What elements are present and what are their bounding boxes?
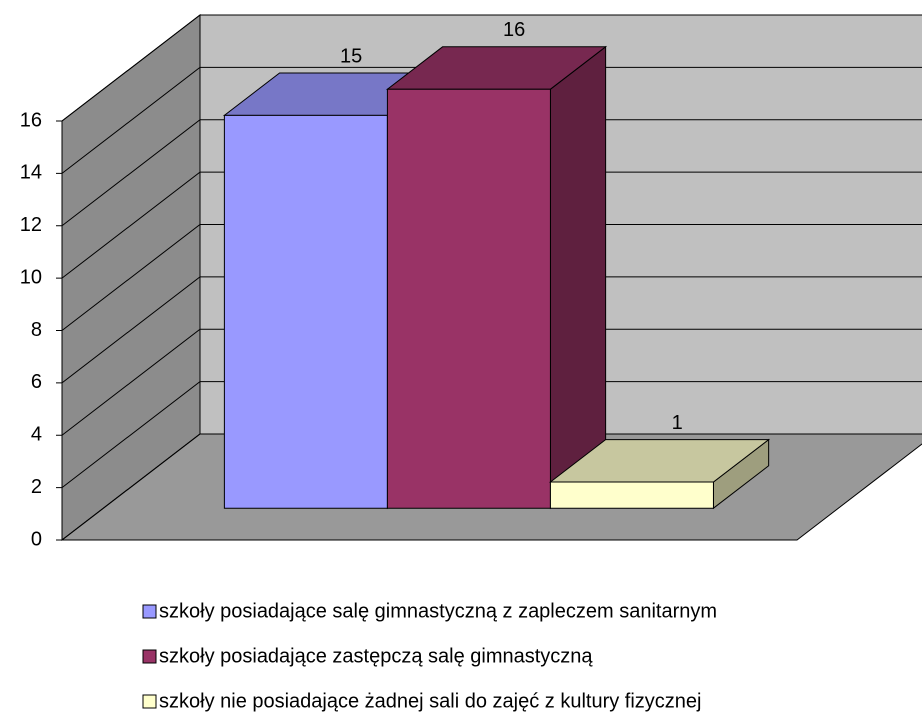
- value-label: 15: [340, 45, 362, 67]
- bar-front: [223, 114, 388, 509]
- bar-front: [386, 88, 551, 509]
- grid-line: [61, 433, 922, 541]
- bar: [548, 438, 771, 510]
- y-tick-label: 12: [20, 214, 42, 236]
- y-tick-label: 8: [31, 319, 42, 341]
- grid-line: [61, 14, 922, 122]
- y-tick-label: 10: [20, 266, 42, 288]
- legend-label: szkoły nie posiadające żadnej sali do za…: [159, 690, 702, 712]
- bar-side: [549, 45, 607, 510]
- y-tick-label: 16: [20, 109, 42, 131]
- grid-line: [61, 66, 922, 174]
- value-label: 1: [672, 412, 683, 434]
- grid-line: [61, 328, 922, 436]
- legend-label: szkoły posiadające zastępczą salę gimnas…: [159, 645, 593, 667]
- value-label: 16: [503, 19, 525, 41]
- grid-line: [61, 119, 922, 227]
- legend-swatch: [142, 604, 157, 619]
- y-tick-label: 0: [31, 528, 42, 550]
- grid-line: [61, 381, 922, 489]
- y-tick-label: 2: [31, 476, 42, 498]
- y-tick-label: 14: [20, 162, 42, 184]
- bar-front: [549, 481, 714, 509]
- grid-line: [61, 276, 922, 384]
- legend-swatch: [142, 649, 157, 664]
- grid-line: [61, 224, 922, 331]
- legend-swatch: [142, 694, 157, 709]
- legend-label: szkoły posiadające salę gimnastyczną z z…: [159, 600, 717, 622]
- y-tick-label: 6: [31, 371, 42, 393]
- grid-line: [61, 171, 922, 279]
- y-tick-label: 4: [31, 424, 42, 446]
- bar: [385, 45, 608, 510]
